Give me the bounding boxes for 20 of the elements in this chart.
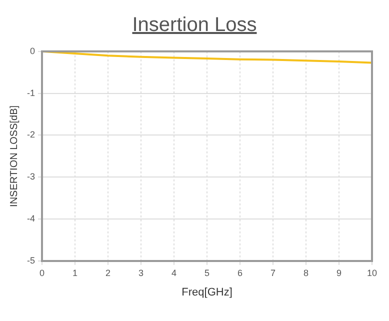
x-tick-label: 2 xyxy=(105,268,111,278)
y-axis-title: INSERTION LOSS[dB] xyxy=(8,105,20,207)
chart-title: Insertion Loss xyxy=(131,14,258,37)
x-tick-label: 4 xyxy=(171,268,177,278)
y-tick-label: 0 xyxy=(30,46,35,56)
x-tick-label: 3 xyxy=(138,268,144,278)
x-axis-title: Freq[GHz] xyxy=(182,286,232,298)
x-tick-label: 7 xyxy=(270,268,276,278)
y-tick-label: -4 xyxy=(26,214,35,224)
y-tick-label: -3 xyxy=(26,172,35,182)
x-tick-label: 1 xyxy=(72,268,78,278)
x-tick-label: 6 xyxy=(237,268,243,278)
x-tick-label: 5 xyxy=(204,268,210,278)
y-tick-label: -2 xyxy=(26,130,35,140)
x-tick-label: 10 xyxy=(366,268,378,278)
x-tick-label: 9 xyxy=(336,268,342,278)
y-tick-label: -5 xyxy=(26,255,35,266)
x-tick-label: 0 xyxy=(39,268,45,278)
y-tick-label: -1 xyxy=(26,88,35,98)
x-tick-label: 8 xyxy=(303,268,309,278)
